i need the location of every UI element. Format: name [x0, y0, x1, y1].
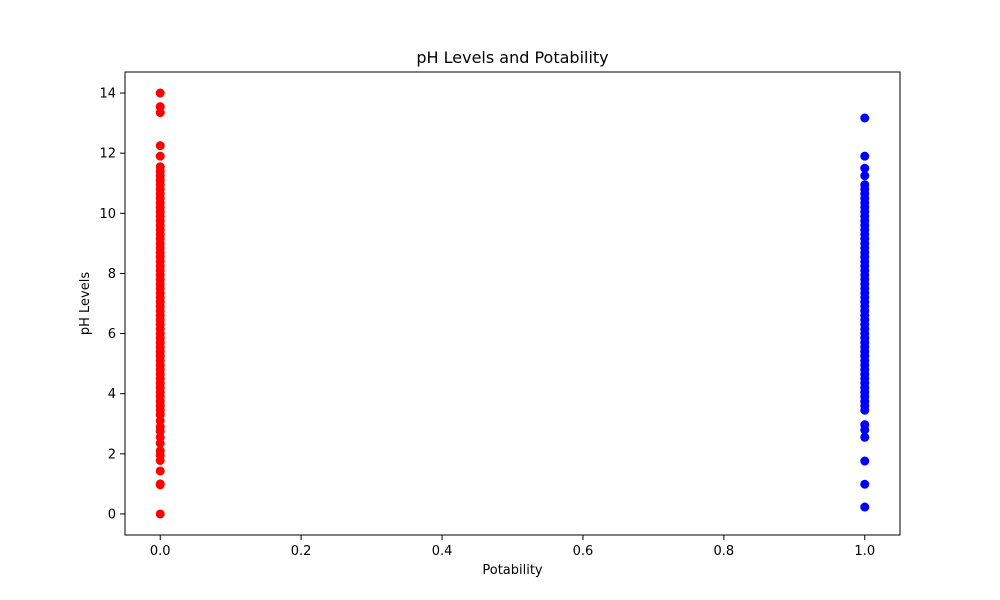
y-axis: 0 2 4 6 8 10 12 14 — [99, 87, 125, 522]
x-tick-label: 0.2 — [291, 544, 312, 559]
y-tick-label: 12 — [99, 147, 116, 162]
data-point — [155, 151, 165, 161]
data-point — [155, 509, 165, 519]
data-point — [860, 180, 870, 190]
y-tick-label: 6 — [108, 327, 116, 342]
x-axis-label: Potability — [482, 563, 543, 578]
data-point — [155, 102, 165, 112]
data-point — [155, 466, 165, 476]
y-tick-label: 4 — [108, 387, 116, 402]
data-point — [860, 502, 870, 512]
data-point — [860, 479, 870, 489]
x-axis: 0.0 0.2 0.4 0.6 0.8 1.0 — [150, 535, 875, 559]
y-tick-label: 2 — [108, 447, 116, 462]
data-point — [860, 456, 870, 466]
data-point — [860, 163, 870, 173]
x-tick-label: 1.0 — [854, 544, 875, 559]
data-point — [155, 479, 165, 489]
x-tick-label: 0.8 — [714, 544, 735, 559]
y-tick-label: 14 — [99, 87, 116, 102]
y-tick-label: 0 — [108, 507, 116, 522]
chart-title: pH Levels and Potability — [416, 48, 608, 67]
x-tick-label: 0.6 — [573, 544, 594, 559]
x-tick-label: 0.0 — [150, 544, 171, 559]
data-point — [860, 171, 870, 181]
data-point — [860, 420, 870, 430]
data-point — [155, 446, 165, 456]
data-point — [860, 113, 870, 123]
y-tick-label: 8 — [108, 267, 116, 282]
data-point — [155, 88, 165, 98]
data-point — [860, 432, 870, 442]
data-point — [155, 162, 165, 172]
y-axis-label: pH Levels — [78, 272, 93, 335]
data-point — [155, 141, 165, 151]
plot-frame — [124, 71, 901, 536]
data-point — [860, 151, 870, 161]
data-points — [155, 88, 870, 519]
y-tick-label: 10 — [99, 207, 116, 222]
x-tick-label: 0.4 — [432, 544, 453, 559]
